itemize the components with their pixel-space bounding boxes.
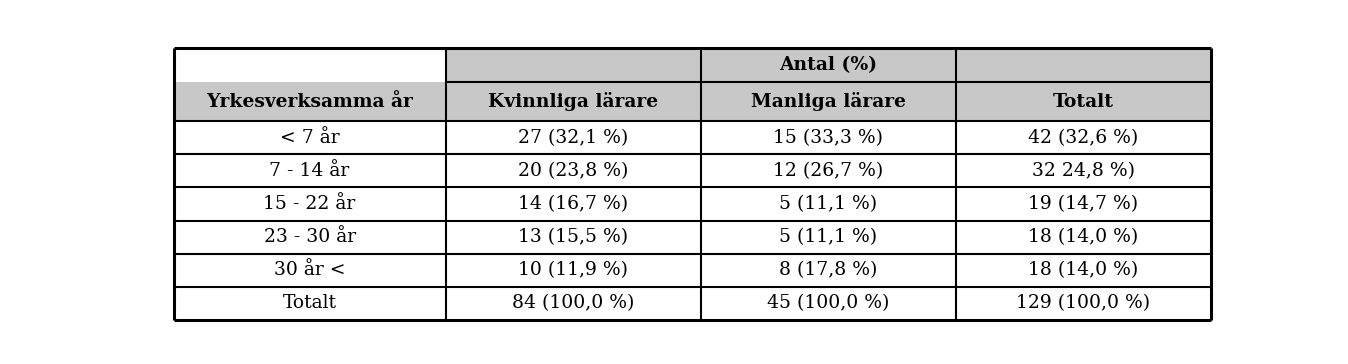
Bar <box>446 48 1211 82</box>
Text: Manliga lärare: Manliga lärare <box>751 92 906 111</box>
Text: 5 (11,1 %): 5 (11,1 %) <box>779 228 878 246</box>
Text: 32 24,8 %): 32 24,8 %) <box>1033 162 1135 180</box>
Text: 45 (100,0 %): 45 (100,0 %) <box>767 294 890 312</box>
Text: 7 - 14 år: 7 - 14 år <box>270 162 349 180</box>
Text: Totalt: Totalt <box>1053 92 1113 111</box>
Text: 23 - 30 år: 23 - 30 år <box>264 228 356 246</box>
Text: Totalt: Totalt <box>283 294 337 312</box>
Text: 10 (11,9 %): 10 (11,9 %) <box>518 261 628 279</box>
Text: < 7 år: < 7 år <box>280 129 340 147</box>
Text: 15 - 22 år: 15 - 22 år <box>263 195 356 213</box>
Text: 42 (32,6 %): 42 (32,6 %) <box>1029 129 1139 147</box>
Text: 129 (100,0 %): 129 (100,0 %) <box>1016 294 1151 312</box>
Text: 84 (100,0 %): 84 (100,0 %) <box>512 294 635 312</box>
Text: 8 (17,8 %): 8 (17,8 %) <box>779 261 878 279</box>
Text: Kvinnliga lärare: Kvinnliga lärare <box>488 92 658 111</box>
Text: 30 år <: 30 år < <box>274 261 345 279</box>
Text: 19 (14,7 %): 19 (14,7 %) <box>1029 195 1139 213</box>
Bar <box>174 82 1211 121</box>
Text: 18 (14,0 %): 18 (14,0 %) <box>1029 228 1139 246</box>
Text: 20 (23,8 %): 20 (23,8 %) <box>518 162 628 180</box>
Text: 14 (16,7 %): 14 (16,7 %) <box>518 195 628 213</box>
Text: 13 (15,5 %): 13 (15,5 %) <box>518 228 628 246</box>
Text: 15 (33,3 %): 15 (33,3 %) <box>774 129 883 147</box>
Text: 12 (26,7 %): 12 (26,7 %) <box>774 162 883 180</box>
Text: 27 (32,1 %): 27 (32,1 %) <box>518 129 628 147</box>
Text: 5 (11,1 %): 5 (11,1 %) <box>779 195 878 213</box>
Text: Antal (%): Antal (%) <box>779 56 878 74</box>
Text: 18 (14,0 %): 18 (14,0 %) <box>1029 261 1139 279</box>
Text: Yrkesverksamma år: Yrkesverksamma år <box>206 92 412 111</box>
